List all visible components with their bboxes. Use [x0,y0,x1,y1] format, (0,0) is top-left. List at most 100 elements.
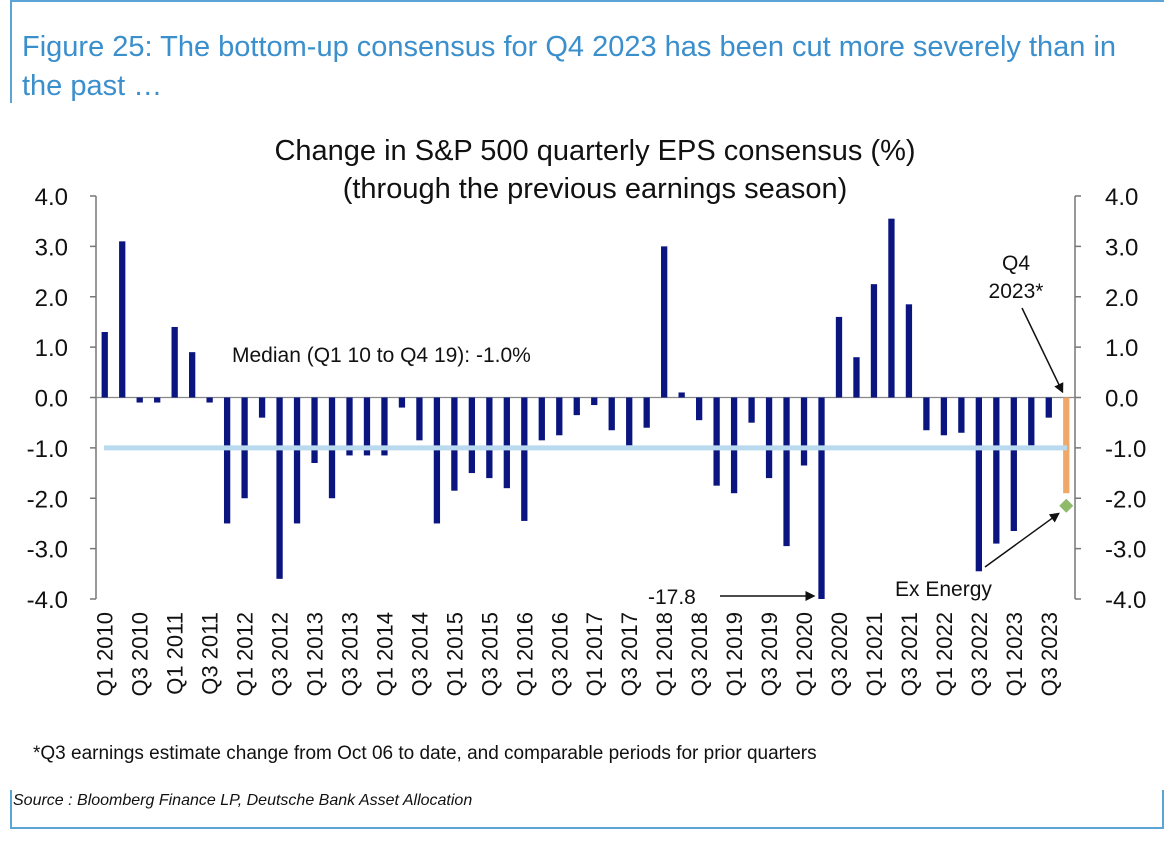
bar [311,397,318,463]
bar [975,397,982,572]
bar [958,397,965,433]
x-tick-label: Q1 2019 [722,612,747,696]
source-right-border [1162,790,1164,828]
y-tick-label-right: 1.0 [1105,335,1138,362]
bar [101,332,108,398]
x-tick-label: Q3 2020 [827,612,852,696]
y-tick-label-left: 0.0 [35,386,68,413]
bar [293,397,301,524]
q4-2023-arrow [1021,307,1064,394]
bar [206,397,213,403]
axes: 4.0 4.0 3.0 3.0 2.0 2.0 1.0 1.0 0.0 0.0 -1.0 -1.0 -2… [27,184,1147,614]
x-tick-labels: Q1 2010 Q3 2010 Q1 2011 Q3 2011 Q1 2012 Q3 20… [93,612,1062,696]
y-tick-label-left: -1.0 [27,436,68,463]
bar [416,397,423,441]
chart-title: Change in S&P 500 quarterly EPS consensu… [274,135,915,167]
bar [573,397,580,416]
x-tick-label: Q3 2016 [547,612,572,696]
x-tick-label: Q1 2011 [163,612,188,695]
bar [189,352,196,398]
bar [486,397,493,479]
x-tick-label: Q3 2012 [268,612,293,696]
y-tick-label-right: -1.0 [1105,436,1146,463]
bar [363,397,371,456]
y-tick-label-left: -4.0 [27,587,68,614]
bar [451,397,458,491]
x-tick-label: Q1 2015 [442,612,467,696]
y-tick-label-right: 0.0 [1105,386,1138,413]
x-tick-label: Q3 2014 [407,612,432,696]
y-tick-label-left: 2.0 [35,285,68,312]
clipped-value-label: -17.8 [648,586,696,609]
x-tick-label: Q3 2011 [198,612,223,695]
bar [608,397,615,431]
bar [538,397,545,441]
ex-energy-arrow [984,512,1060,568]
overlay: Median (Q1 10 to Q4 19): -1.0% Ex Energy Q… [232,252,1074,609]
y-tick-label-right: 2.0 [1105,285,1138,312]
x-tick-label: Q1 2013 [303,612,328,696]
y-tick-label-left: 4.0 [35,184,68,211]
q4-2023-label-line2: 2023* [989,280,1044,303]
y-tick-label-right: -2.0 [1105,486,1146,513]
chart-subtitle: (through the previous earnings season) [343,173,848,205]
x-tick-label: Q1 2012 [233,612,258,696]
x-tick-label: Q1 2017 [582,612,607,696]
bar [1010,397,1017,531]
bar [468,397,476,474]
x-tick-label: Q1 2010 [93,612,118,696]
bar [678,392,685,398]
bar [591,397,598,406]
bar [748,397,755,423]
ex-energy-label: Ex Energy [895,578,992,601]
bar [398,397,406,408]
bar [661,246,668,398]
bar [818,397,825,599]
bar-highlight [1063,397,1070,494]
median-label: Median (Q1 10 to Q4 19): -1.0% [232,344,531,367]
ex-energy-marker [1059,498,1074,513]
bar [643,397,650,428]
bar [923,397,930,431]
frame-left-border [10,0,12,103]
bar [870,284,878,398]
y-tick-label-right: 3.0 [1105,234,1138,261]
y-tick-label-right: -4.0 [1105,587,1146,614]
x-tick-label: Q1 2023 [1002,612,1027,696]
bar [730,397,738,494]
bar [905,304,913,398]
y-tick-label-left: 1.0 [35,335,68,362]
x-tick-label: Q1 2014 [372,612,397,696]
bar [993,397,1000,544]
bar [223,397,231,524]
x-tick-label: Q3 2015 [477,612,502,696]
x-tick-label: Q1 2016 [512,612,537,696]
q4-2023-label-line1: Q4 [1002,252,1030,275]
y-tick-label-left: -2.0 [27,486,68,513]
bar [119,241,126,398]
x-tick-label: Q3 2010 [128,612,153,696]
bar [695,397,703,421]
bar [258,397,266,418]
bar [853,357,860,398]
x-tick-label: Q3 2023 [1037,612,1062,696]
x-tick-label: Q3 2021 [897,612,922,696]
footnote: *Q3 earnings estimate change from Oct 06… [33,743,817,764]
x-tick-label: Q1 2021 [862,612,887,696]
x-tick-label: Q3 2013 [337,612,362,696]
x-tick-label: Q3 2017 [617,612,642,696]
source-note: Source : Bloomberg Finance LP, Deutsche … [13,792,473,809]
bar [765,397,773,479]
bar [136,397,143,403]
x-tick-label: Q1 2018 [652,612,677,696]
bar [783,397,790,547]
bar [835,316,843,398]
y-tick-label-right: -3.0 [1105,537,1146,564]
figure-title: Figure 25: The bottom-up consensus for Q… [22,31,1117,102]
bar [626,397,633,446]
x-tick-label: Q1 2022 [932,612,957,696]
bar [171,326,178,398]
source-left-border [10,790,12,828]
bar [154,397,161,403]
